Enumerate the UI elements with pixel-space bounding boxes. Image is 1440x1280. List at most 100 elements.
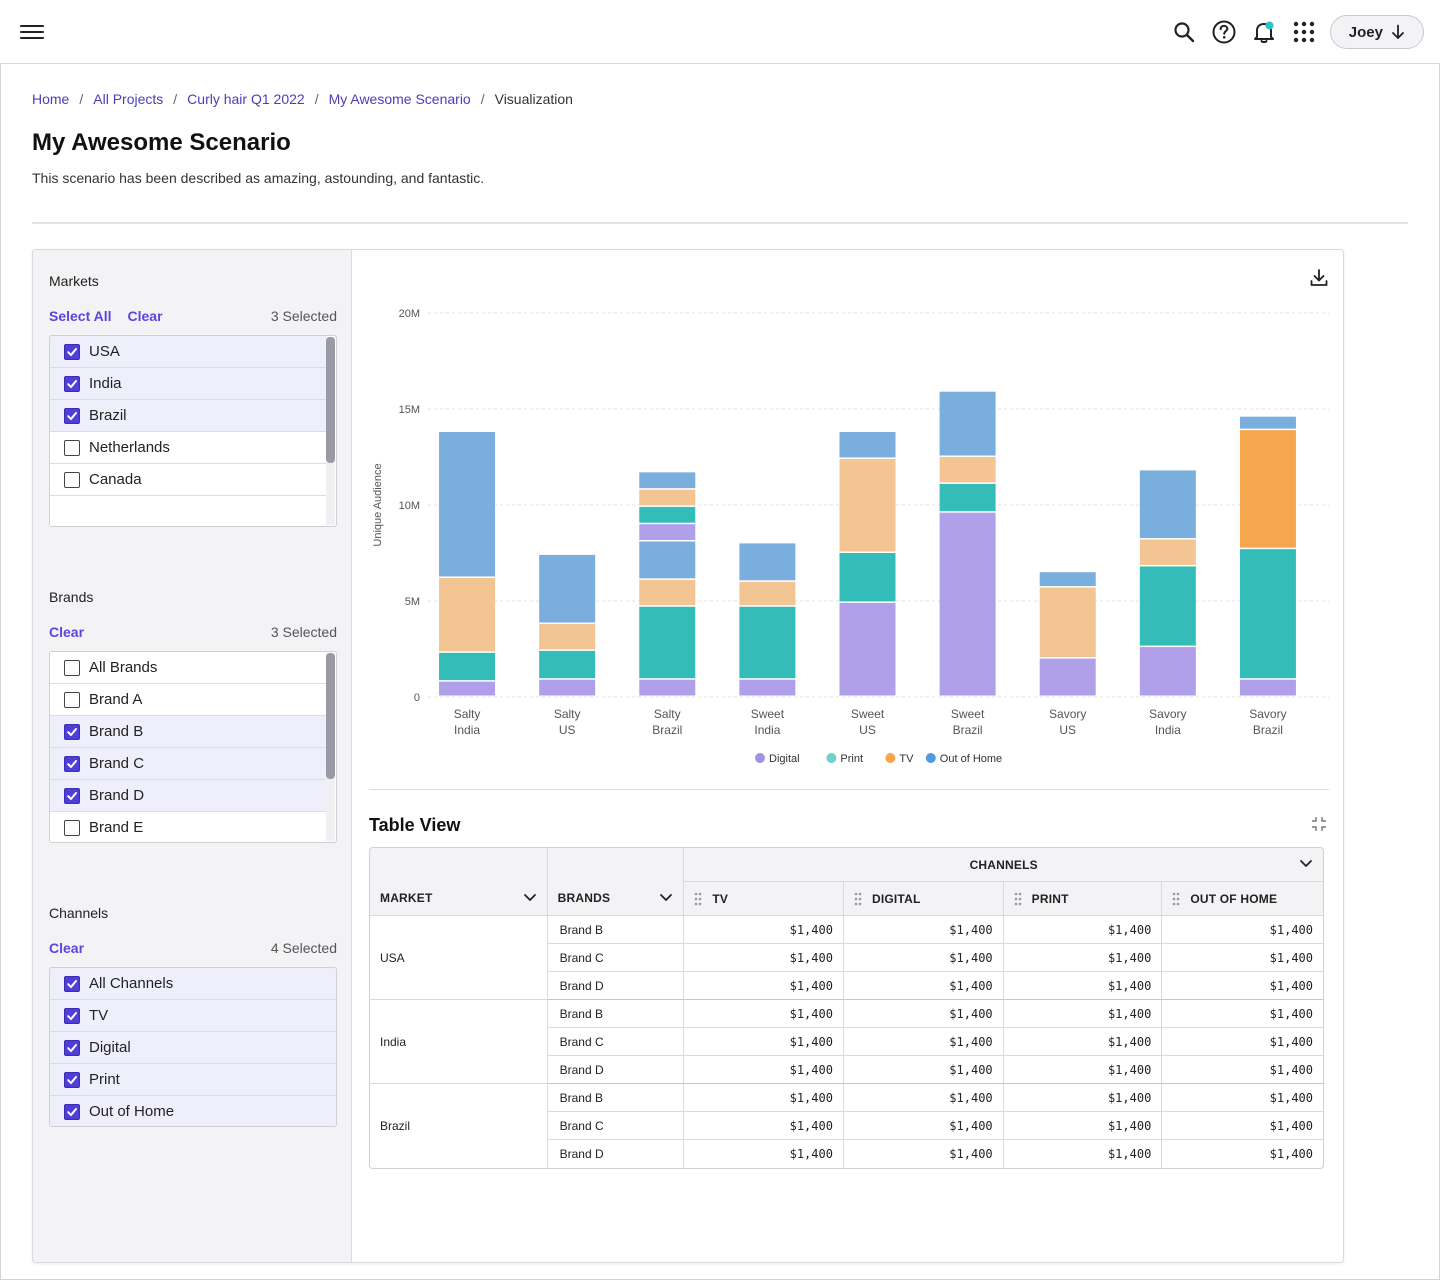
markets-option-india[interactable]: India <box>50 368 326 400</box>
digital-column-header[interactable]: DIGITAL <box>843 882 1004 916</box>
breadcrumb-home[interactable]: Home <box>32 91 70 107</box>
bar-segment-out-of-home <box>839 432 896 458</box>
ooh-cell: $1,400 <box>1162 1000 1323 1028</box>
checkbox-checked-icon[interactable] <box>64 1071 80 1088</box>
drag-handle-icon[interactable] <box>854 892 862 906</box>
option-label: USA <box>89 343 120 360</box>
notification-dot <box>1265 21 1274 30</box>
brands-clear-button[interactable]: Clear <box>49 624 85 640</box>
markets-clear-button[interactable]: Clear <box>127 308 163 324</box>
checkbox-checked-icon[interactable] <box>64 723 80 740</box>
digital-cell: $1,400 <box>843 1056 1004 1084</box>
breadcrumb-scenario[interactable]: My Awesome Scenario <box>328 91 471 107</box>
markets-option-brazil[interactable]: Brazil <box>50 400 326 432</box>
markets-scroll-thumb[interactable] <box>326 337 335 463</box>
checkbox-checked-icon[interactable] <box>64 975 80 992</box>
legend-marker-tv <box>885 753 896 763</box>
brands-scrollbar[interactable] <box>326 653 335 841</box>
bar-segment-out-of-home <box>639 541 696 579</box>
tv-column-header[interactable]: TV <box>684 882 844 916</box>
checkbox-checked-icon[interactable] <box>64 755 80 772</box>
checkbox-unchecked-icon[interactable] <box>64 659 80 676</box>
checkbox-checked-icon[interactable] <box>64 1039 80 1056</box>
channels-option-out-of-home[interactable]: Out of Home <box>50 1096 336 1126</box>
chevron-down-icon[interactable] <box>1299 859 1313 869</box>
bar-segment-digital <box>639 524 696 540</box>
filter-sidebar: Markets Select All Clear 3 Selected USA I… <box>33 250 352 1262</box>
markets-scrollbar[interactable] <box>326 337 335 525</box>
brand-cell: Brand D <box>547 1056 685 1084</box>
chevron-down-icon[interactable] <box>659 893 673 903</box>
ooh-cell: $1,400 <box>1162 916 1323 944</box>
ooh-column-header[interactable]: OUT OF HOME <box>1162 882 1323 916</box>
brands-option-brand-c[interactable]: Brand C <box>50 748 326 780</box>
drag-handle-icon[interactable] <box>694 892 702 906</box>
option-label: Digital <box>89 1039 131 1056</box>
breadcrumb-project[interactable]: Curly hair Q1 2022 <box>187 91 305 107</box>
table-row: Brand C $1,400 $1,400 $1,400 $1,400 <box>370 944 1323 972</box>
checkbox-unchecked-icon[interactable] <box>64 439 80 456</box>
x-tick-label: Salty <box>454 707 481 721</box>
digital-cell: $1,400 <box>844 1140 1004 1168</box>
brands-option-brand-e[interactable]: Brand E <box>50 812 326 842</box>
download-icon[interactable] <box>1309 268 1329 288</box>
option-label: TV <box>89 1007 109 1024</box>
brands-header-label: BRANDS <box>557 891 611 905</box>
checkbox-unchecked-icon[interactable] <box>64 471 80 488</box>
brands-option-brand-d[interactable]: Brand D <box>50 780 326 812</box>
checkbox-checked-icon[interactable] <box>64 407 80 424</box>
bar-segment-out-of-home <box>439 432 496 577</box>
checkbox-checked-icon[interactable] <box>64 1007 80 1024</box>
checkbox-checked-icon[interactable] <box>64 375 80 392</box>
channels-option-print[interactable]: Print <box>50 1064 336 1096</box>
market-column-header[interactable]: MARKET <box>370 848 548 916</box>
checkbox-checked-icon[interactable] <box>64 787 80 804</box>
chart-divider <box>369 789 1329 790</box>
brands-option-brand-b[interactable]: Brand B <box>50 716 326 748</box>
print-column-header[interactable]: PRINT <box>1003 882 1163 916</box>
brand-cell: Brand C <box>547 1028 685 1056</box>
help-icon[interactable] <box>1204 14 1244 50</box>
search-icon[interactable] <box>1164 14 1204 50</box>
x-tick-label: US <box>859 723 876 737</box>
tv-cell: $1,400 <box>684 1112 844 1140</box>
channels-title: Channels <box>49 905 109 921</box>
brands-option-all-brands[interactable]: All Brands <box>50 652 326 684</box>
breadcrumb-all-projects[interactable]: All Projects <box>93 91 164 107</box>
drag-handle-icon[interactable] <box>1172 892 1180 906</box>
markets-select-all-button[interactable]: Select All <box>49 308 112 324</box>
bell-icon[interactable] <box>1244 14 1284 50</box>
channels-option-digital[interactable]: Digital <box>50 1032 336 1064</box>
checkbox-unchecked-icon[interactable] <box>64 691 80 708</box>
apps-grid-icon[interactable] <box>1284 14 1324 50</box>
drag-handle-icon[interactable] <box>1014 892 1022 906</box>
brands-scroll-thumb[interactable] <box>326 653 335 779</box>
channels-column-group[interactable]: CHANNELS <box>684 848 1323 882</box>
markets-option-usa[interactable]: USA <box>50 336 326 368</box>
checkbox-unchecked-icon[interactable] <box>64 819 80 836</box>
markets-option-netherlands[interactable]: Netherlands <box>50 432 326 464</box>
option-label: Print <box>89 1071 120 1088</box>
breadcrumb-separator: / <box>314 91 319 107</box>
checkbox-checked-icon[interactable] <box>64 1103 80 1120</box>
table-row: Brand C $1,400 $1,400 $1,400 $1,400 <box>370 1028 1323 1056</box>
y-tick-label: 0 <box>414 692 420 704</box>
bar-segment-tv <box>1139 539 1196 565</box>
table-row: Brand D $1,400 $1,400 $1,400 $1,400 <box>370 1056 1323 1084</box>
user-menu-button[interactable]: Joey <box>1329 15 1424 49</box>
tv-header-label: TV <box>712 891 729 906</box>
channels-clear-button[interactable]: Clear <box>49 940 85 956</box>
page-description: This scenario has been described as amaz… <box>32 170 485 186</box>
checkbox-checked-icon[interactable] <box>64 343 80 360</box>
markets-option-canada[interactable]: Canada <box>50 464 326 496</box>
digital-header-label: DIGITAL <box>871 891 921 906</box>
brands-option-brand-a[interactable]: Brand A <box>50 684 326 716</box>
bar-segment-out-of-home <box>1139 470 1196 539</box>
collapse-icon[interactable] <box>1311 816 1327 832</box>
hamburger-menu-icon[interactable] <box>20 22 44 42</box>
chevron-down-icon[interactable] <box>523 893 537 903</box>
table-row: Brand C $1,400 $1,400 $1,400 $1,400 <box>370 1112 1323 1140</box>
channels-option-tv[interactable]: TV <box>50 1000 336 1032</box>
brands-column-header[interactable]: BRANDS <box>547 848 685 916</box>
channels-option-all-channels[interactable]: All Channels <box>50 968 336 1000</box>
